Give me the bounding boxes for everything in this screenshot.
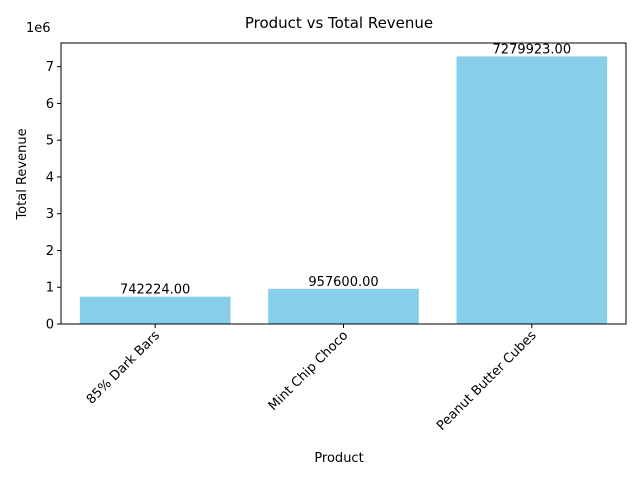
y-tick-label: 1: [46, 281, 54, 296]
y-tick-label: 7: [46, 60, 54, 75]
y-tick-label: 6: [46, 97, 54, 112]
bar-0: [79, 296, 231, 324]
bar-1: [268, 288, 419, 324]
bar-value-label: 957600.00: [308, 275, 378, 290]
bar-2: [456, 56, 608, 324]
x-axis-title: Product: [314, 451, 363, 466]
y-scale-label: 1e6: [26, 21, 51, 36]
y-tick-label: 0: [46, 318, 54, 333]
y-tick-label: 4: [46, 170, 54, 185]
plot-frame: [60, 42, 627, 325]
bar-value-label: 742224.00: [120, 283, 190, 298]
y-axis-title: Total Revenue: [15, 128, 30, 220]
y-tick-label: 3: [46, 207, 54, 222]
y-axis-ticks: 0 1 2 3 4 5 6 7: [46, 60, 61, 333]
y-tick-label: 2: [46, 244, 54, 259]
chart-title: Product vs Total Revenue: [245, 14, 433, 32]
y-tick-label: 5: [46, 134, 54, 149]
bar-value-label: 7279923.00: [493, 42, 572, 57]
bars-group: 742224.00 957600.00 7279923.00: [79, 42, 608, 324]
